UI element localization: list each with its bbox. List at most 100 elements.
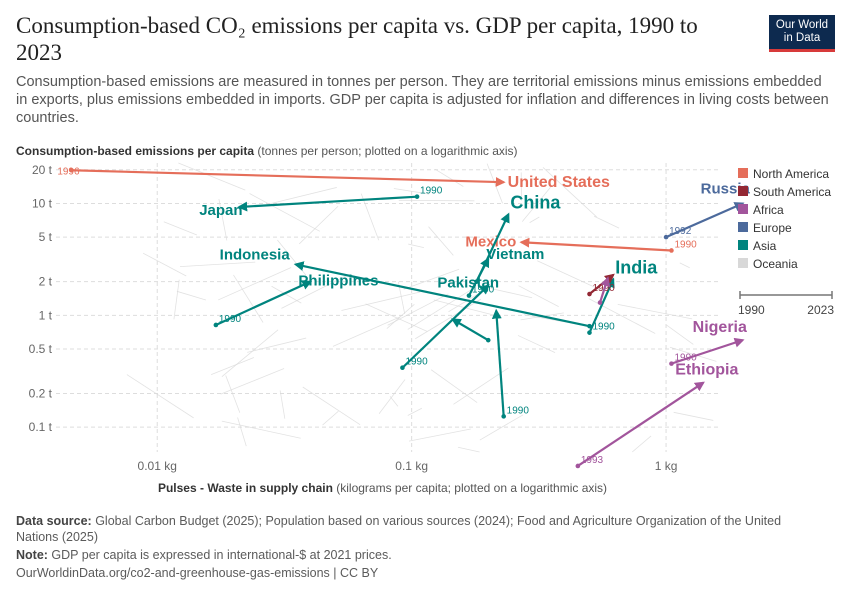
series-start-year: 1990 (674, 239, 697, 250)
legend-label: Oceania (753, 257, 798, 271)
background-trajectory (407, 289, 473, 330)
series-unlabeled-11: 1990 (491, 308, 530, 419)
chart-title: Consumption-based CO₂ emissions per capi… (16, 13, 698, 65)
background-trajectory (281, 274, 349, 309)
background-trajectory (408, 428, 471, 442)
chart-subtitle: Consumption-based emissions are measured… (16, 74, 829, 126)
y-tick-label: 1 t (39, 308, 53, 322)
note: Note: GDP per capita is expressed in int… (16, 548, 392, 562)
timeline-end-label: 2023 (807, 303, 834, 317)
timeline: 1990 2023 (738, 291, 834, 317)
series-unlabeled-10 (451, 318, 491, 343)
y-tick-label: 0.2 t (29, 387, 53, 401)
series-start-year: 1990 (405, 357, 428, 368)
background-trajectory (490, 288, 533, 299)
y-tick-label: 5 t (39, 230, 53, 244)
background-trajectory (457, 446, 480, 453)
background-trajectory (403, 268, 460, 290)
data-source: Data source: Global Carbon Budget (2025)… (16, 514, 782, 544)
series-arrow (491, 308, 505, 417)
series-label: Japan (199, 202, 242, 219)
background-trajectory (593, 215, 620, 229)
series-indonesia: Indonesia (220, 246, 592, 329)
series-arrow (519, 237, 672, 252)
background-trajectory (233, 274, 264, 323)
y-tick-label: 0.1 t (29, 420, 53, 434)
background-trajectory (521, 187, 551, 222)
background-trajectory (163, 221, 198, 236)
background-trajectory (178, 162, 246, 191)
background-trajectory (408, 243, 424, 249)
background-trajectory (225, 375, 241, 413)
background-trajectory (453, 367, 509, 405)
legend-label: South America (753, 185, 831, 199)
x-tick-label: 0.1 kg (395, 459, 428, 473)
owid-logo[interactable]: Our World in Data (769, 15, 835, 52)
background-trajectory (173, 279, 180, 320)
background-trajectory (666, 324, 694, 345)
background-trajectory (126, 374, 194, 419)
legend-label: Europe (753, 221, 792, 235)
source-url[interactable]: OurWorldinData.org/co2-and-greenhouse-ga… (16, 566, 379, 580)
series-start-year: 1990 (420, 186, 443, 197)
background-trajectory (669, 346, 717, 362)
series-label: Mexico (465, 233, 516, 250)
background-trajectory (221, 329, 279, 377)
background-trajectory (428, 226, 454, 256)
legend-label: Africa (753, 203, 784, 217)
legend-swatch (738, 240, 748, 250)
series-mexico: 1990 Mexico (465, 233, 697, 253)
background-trajectory (176, 290, 206, 301)
background-trajectory (365, 303, 428, 332)
background-trajectory (218, 198, 228, 241)
series-arrow (665, 202, 745, 239)
series-india: 1990 India (587, 257, 658, 335)
legend-swatch (738, 204, 748, 214)
background-trajectory (479, 414, 524, 441)
legend-label: Asia (753, 239, 777, 253)
background-trajectory (386, 304, 415, 329)
x-axis-title: Pulses - Waste in supply chain (kilogram… (157, 481, 608, 495)
legend-swatch (738, 168, 748, 178)
scatter-chart[interactable]: 0.1 t 0.2 t 0.5 t 1 t 2 t 5 t 10 t 20 t 0.01 kg 0… (0, 0, 850, 500)
series-philippines: 1990 Philippines (213, 273, 378, 328)
series-label: Philippines (298, 273, 378, 290)
background-trajectory (247, 337, 307, 353)
background-trajectory (407, 407, 422, 416)
background-trajectory (387, 293, 449, 326)
background-trajectory (448, 290, 484, 313)
series-label: Nigeria (693, 319, 747, 336)
background-trajectory (142, 252, 187, 277)
legend-label: North America (753, 167, 829, 181)
series-label: Indonesia (220, 246, 291, 263)
background-trajectory (322, 410, 339, 426)
series-arrow (468, 257, 490, 297)
series-united-states: 1996 United States (57, 166, 610, 191)
background-trajectory (430, 369, 478, 403)
background-trajectory (179, 261, 256, 268)
series-label: India (615, 257, 658, 277)
y-axis-title: Consumption-based emissions per capita (… (16, 144, 518, 158)
series-japan: 1990 Japan (199, 186, 443, 219)
background-trajectory (679, 262, 690, 269)
series-start-year: 1992 (669, 226, 692, 237)
background-trajectory (266, 187, 337, 206)
series-start-year: 1990 (674, 353, 697, 364)
series-start-year: 1990 (507, 405, 530, 416)
background-trajectory (537, 260, 604, 292)
background-trajectory (302, 386, 361, 425)
series-label: Pakistan (437, 274, 499, 291)
y-tick-label: 0.5 t (29, 342, 53, 356)
series-unlabeled-13 (597, 276, 611, 305)
legend: North America South America Africa Europe As… (738, 167, 831, 271)
y-tick-label: 10 t (32, 196, 53, 210)
series-arrow (671, 337, 745, 365)
series-arrow (451, 318, 489, 342)
background-trajectory (237, 417, 247, 447)
y-tick-label: 20 t (32, 163, 53, 177)
background-trajectory (378, 379, 406, 414)
series-nigeria: 1990 Nigeria (669, 319, 747, 366)
x-tick-label: 0.01 kg (138, 459, 177, 473)
background-trajectory (617, 304, 693, 320)
background-trajectory (218, 267, 292, 301)
